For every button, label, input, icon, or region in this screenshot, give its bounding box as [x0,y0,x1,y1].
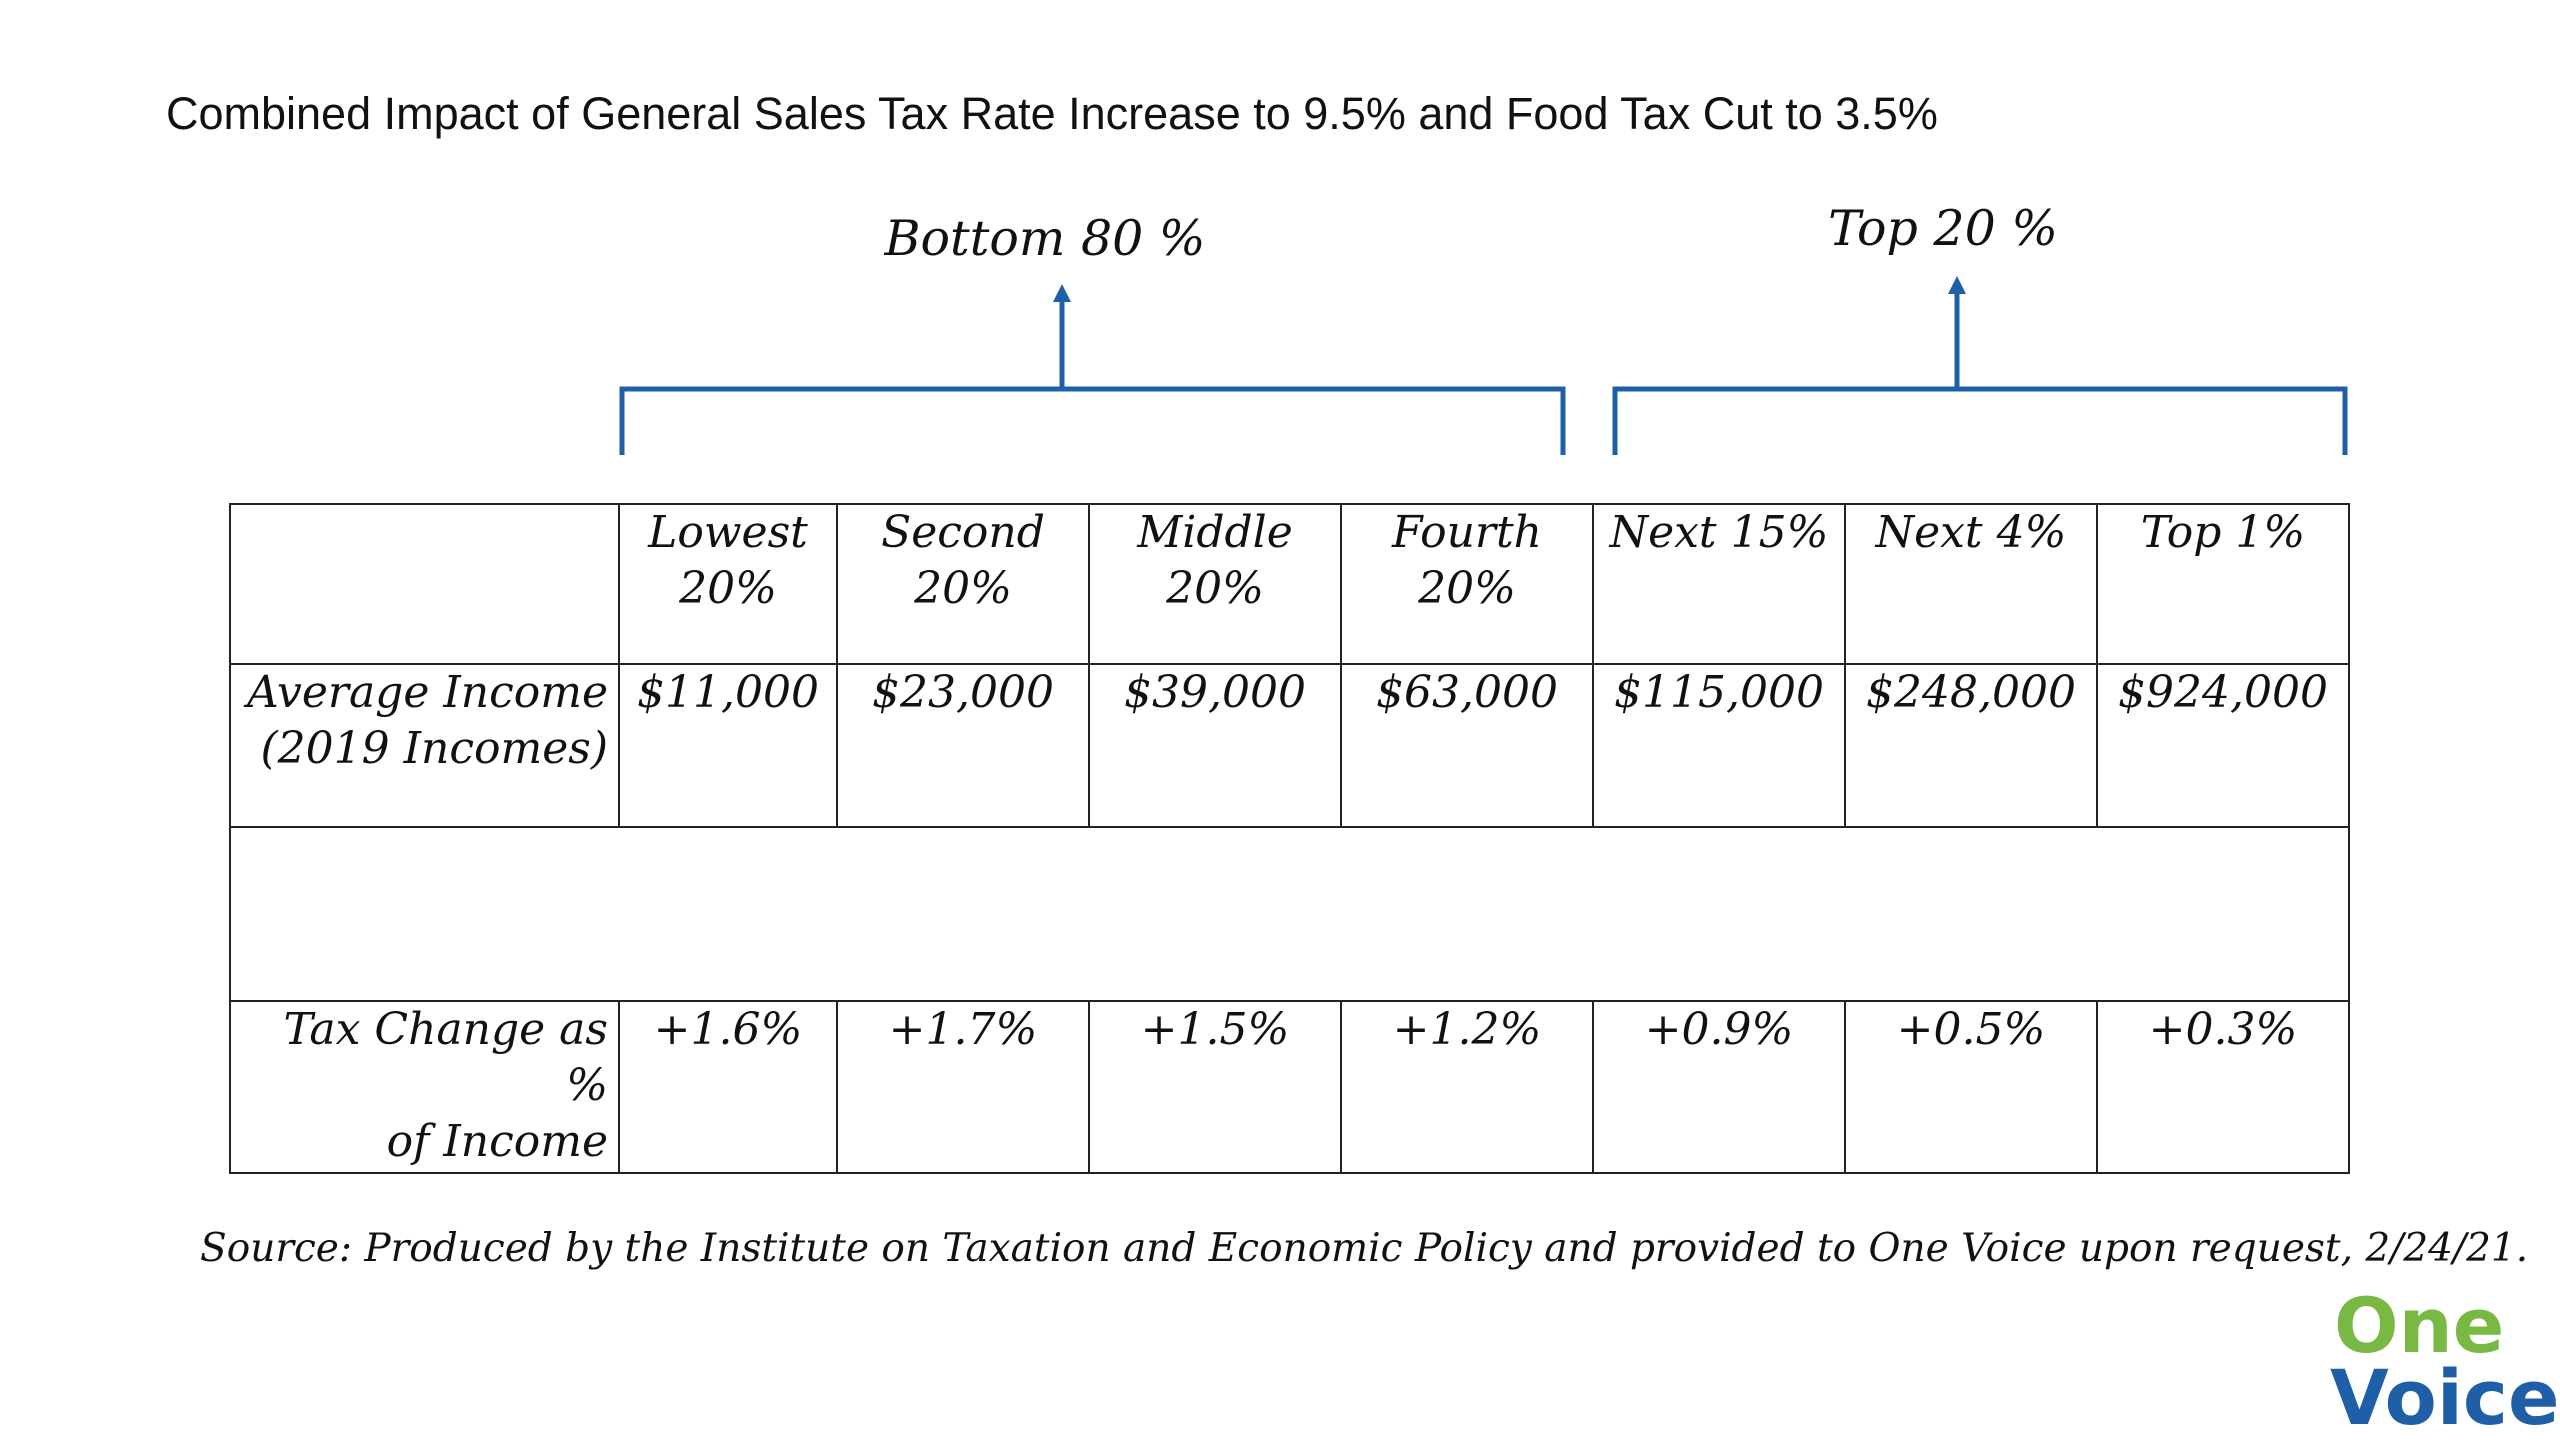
income-cell: $11,000 [618,663,838,828]
income-cell: $115,000 [1592,663,1846,828]
bracket-top-20 [1612,386,2348,455]
arrow-head-top-20 [1948,276,1966,294]
income-tax-table: Lowest 20% Second 20% Middle 20% Fourth 20% … [229,503,2350,1174]
column-header: Top 1% [2096,503,2350,665]
page-title: Combined Impact of General Sales Tax Rat… [166,88,1938,139]
tax-change-cell: +1.2% [1340,1000,1594,1174]
group-label-top-20: Top 20 % [1828,200,2058,257]
bracket-bottom-80 [619,386,1566,455]
arrow-head-bottom-80 [1053,284,1071,302]
source-note: Source: Produced by the Institute on Tax… [200,1226,2529,1271]
income-cell: $23,000 [836,663,1090,828]
table-row-average-income: Average Income (2019 Incomes) $11,000 $23… [229,663,2350,828]
table-header-row: Lowest 20% Second 20% Middle 20% Fourth 20% … [229,503,2350,665]
one-voice-logo: One Voice [2330,1281,2560,1442]
tax-change-cell: +1.6% [618,1000,838,1174]
blank-cell [229,826,2350,1002]
column-header: Lowest 20% [618,503,838,665]
logo-word-one: One [2334,1281,2505,1370]
group-label-bottom-80: Bottom 80 % [884,210,1206,267]
table-row-blank [229,826,2350,1002]
column-header: Next 4% [1844,503,2098,665]
income-cell: $248,000 [1844,663,2098,828]
column-header: Fourth 20% [1340,503,1594,665]
row-label-tax-change: Tax Change as % of Income [229,1000,620,1174]
column-header: Second 20% [836,503,1090,665]
table-row-tax-change: Tax Change as % of Income +1.6% +1.7% +1.… [229,1000,2350,1174]
income-cell: $39,000 [1088,663,1342,828]
logo-word-voice: Voice [2330,1353,2560,1442]
tax-change-cell: +0.9% [1592,1000,1846,1174]
tax-change-cell: +1.7% [836,1000,1090,1174]
income-cell: $63,000 [1340,663,1594,828]
column-header: Next 15% [1592,503,1846,665]
column-header: Middle 20% [1088,503,1342,665]
tax-change-cell: +0.5% [1844,1000,2098,1174]
row-label-average-income: Average Income (2019 Incomes) [229,663,620,828]
tax-change-cell: +0.3% [2096,1000,2350,1174]
income-cell: $924,000 [2096,663,2350,828]
tax-change-cell: +1.5% [1088,1000,1342,1174]
header-corner-cell [229,503,620,665]
